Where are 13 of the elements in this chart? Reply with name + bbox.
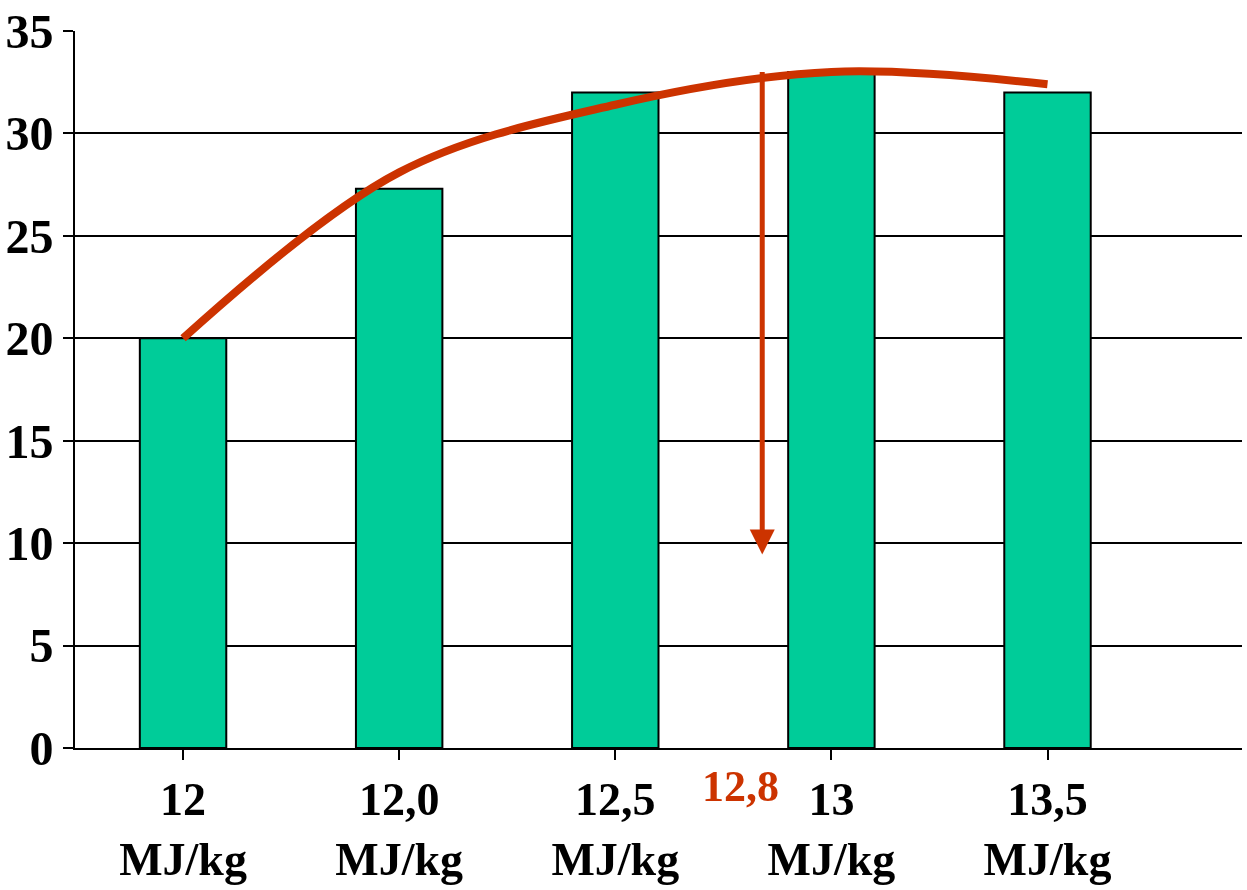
y-tick-label: 25 (5, 209, 54, 263)
y-tick-label: 0 (29, 721, 54, 775)
y-tick-label: 30 (5, 107, 54, 161)
y-tick-label: 35 (5, 4, 54, 58)
x-tick-label: 12 MJ/kg (119, 774, 247, 885)
text: 12,8 (702, 762, 779, 811)
x-tick-label: 12,0 MJ/kg (335, 774, 464, 885)
x-tick-label: 13,5 MJ/kg (983, 774, 1112, 885)
x-tick-label: 12,5 MJ/kg (551, 774, 680, 885)
y-tick-label: 20 (5, 312, 54, 366)
y-tick-label: 10 (5, 516, 54, 570)
y-tick-label: 15 (5, 414, 54, 468)
y-tick-label: 5 (29, 619, 54, 673)
